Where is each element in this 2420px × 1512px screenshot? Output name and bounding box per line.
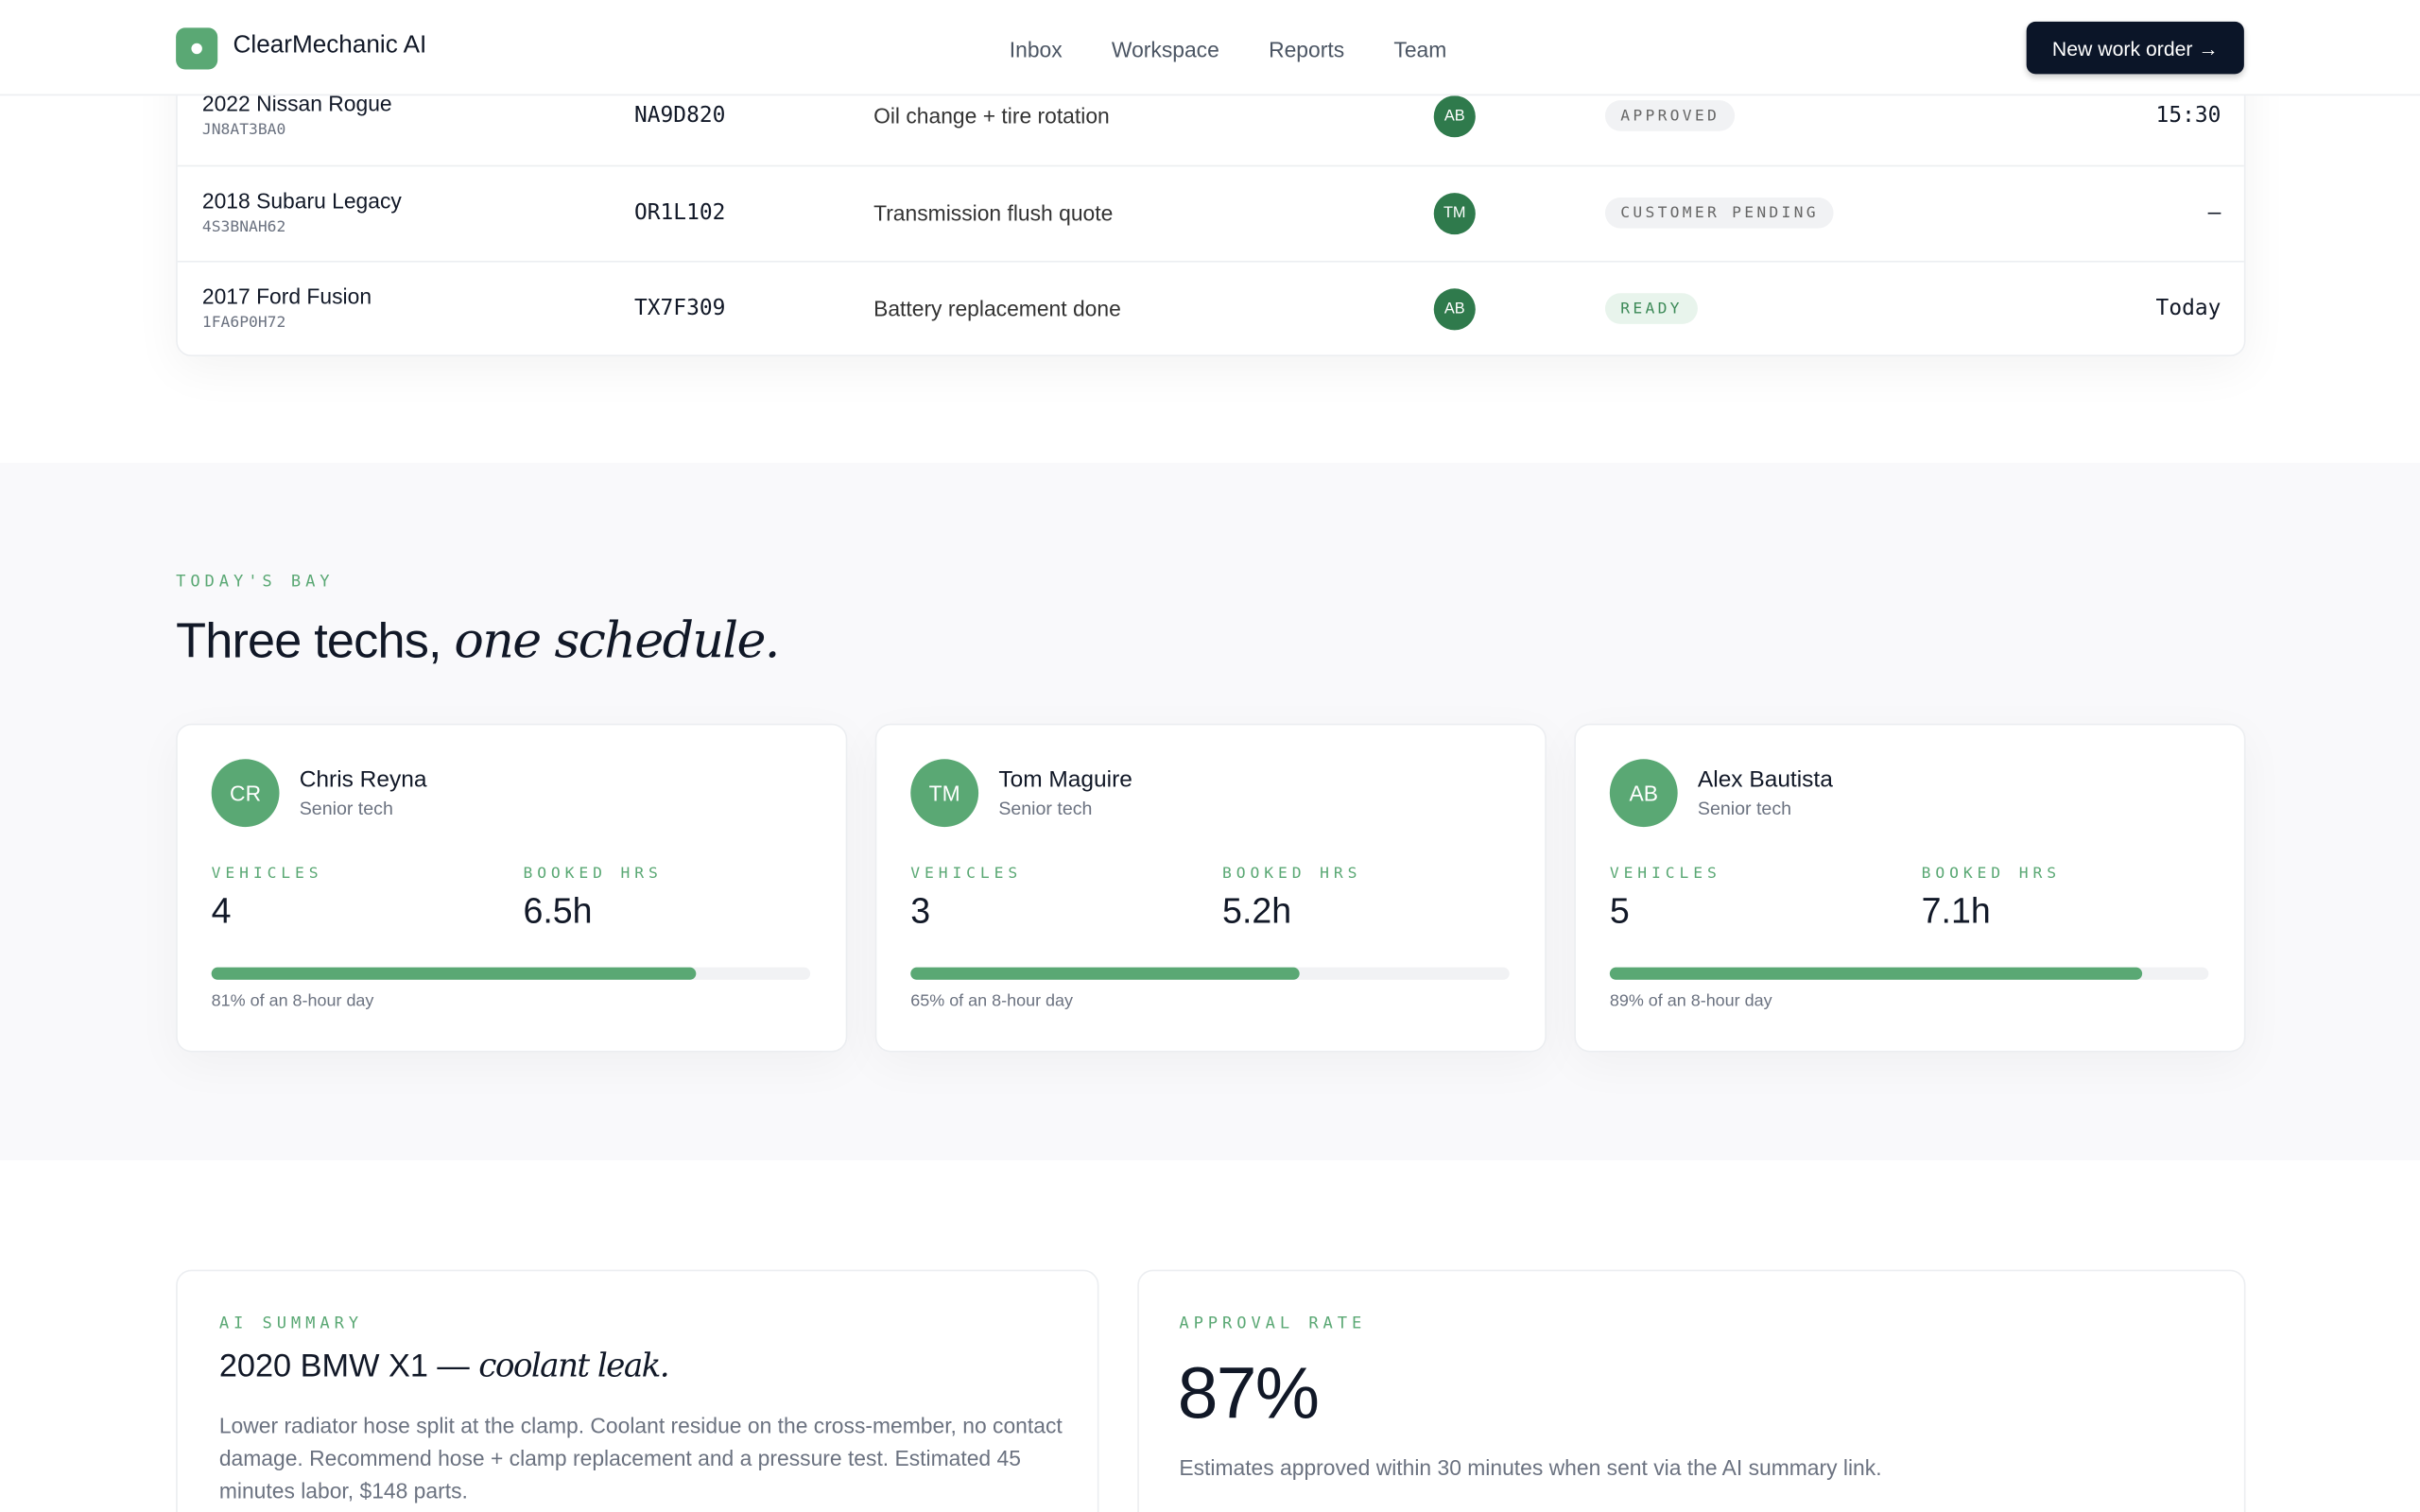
- nav-link[interactable]: Workspace: [1111, 37, 1219, 62]
- header: ClearMechanic AI Inbox Workspace Reports…: [0, 0, 2420, 96]
- tech-name: Alex Bautista: [1697, 766, 1833, 794]
- approval-description: Estimates approved within 30 minutes whe…: [1179, 1454, 1882, 1480]
- summary-body: Lower radiator hose split at the clamp. …: [218, 1413, 1063, 1503]
- tech-avatar: AB: [1433, 288, 1476, 331]
- vin: 1FA6P0H72: [201, 315, 286, 333]
- status-pill: APPROVED: [1604, 100, 1736, 131]
- progress-track: [910, 967, 1510, 980]
- vin: JN8AT3BA0: [201, 121, 286, 139]
- tech-avatar: TM: [910, 759, 979, 828]
- utilization-note: 89% of an 8-hour day: [1609, 991, 1772, 1011]
- stat-value: 5: [1609, 890, 1630, 931]
- tech-name: Chris Reyna: [299, 766, 427, 794]
- eyebrow: APPROVAL RATE: [1179, 1314, 1367, 1333]
- title-text: Three techs,: [176, 612, 441, 668]
- job: Oil change + tire rotation: [873, 103, 1110, 129]
- progress-fill: [1609, 967, 2143, 980]
- job: Transmission flush quote: [873, 200, 1114, 226]
- plate: OR1L102: [634, 200, 726, 226]
- tech-role: Senior tech: [998, 798, 1093, 819]
- progress-track: [211, 967, 811, 980]
- time: 15:30: [2155, 103, 2221, 129]
- stat-label: BOOKED HRS: [1222, 865, 1362, 883]
- cta-button[interactable]: New work order →: [2026, 21, 2244, 75]
- tech-card: AB Alex Bautista Senior tech VEHICLES 5 BOOKE…: [1574, 723, 2246, 1053]
- tech-avatar: TM: [1433, 193, 1476, 235]
- tech-role: Senior tech: [1697, 798, 1792, 819]
- stat-value: 3: [910, 890, 931, 931]
- table-row: 2017 Ford Fusion 1FA6P0H72 TX7F309 Battery …: [177, 260, 2244, 358]
- eyebrow: AI SUMMARY: [218, 1314, 364, 1333]
- vehicle: 2018 Subaru Legacy: [201, 188, 402, 214]
- approval-card: APPROVAL RATE 87% Estimates approved wit…: [1137, 1269, 2246, 1512]
- section-title: Three techs, one schedule.: [176, 610, 780, 670]
- brand: ClearMechanic AI: [233, 32, 427, 60]
- time: Today: [2155, 296, 2221, 321]
- tech-name: Tom Maguire: [998, 766, 1132, 794]
- approval-value: 87%: [1177, 1351, 1320, 1434]
- nav-link[interactable]: Reports: [1269, 37, 1345, 62]
- tech-avatar: CR: [211, 759, 280, 828]
- plate: TX7F309: [634, 296, 726, 321]
- tech-avatar: AB: [1433, 95, 1476, 138]
- stat-label: VEHICLES: [910, 865, 1023, 883]
- tech-card: TM Tom Maguire Senior tech VEHICLES 3 BOOKED …: [874, 723, 1547, 1053]
- stat-value: 5.2h: [1222, 890, 1292, 931]
- stat-value: 7.1h: [1921, 890, 1991, 931]
- time: —: [2207, 200, 2221, 226]
- status-pill: READY: [1604, 293, 1699, 324]
- stat-label: BOOKED HRS: [523, 865, 663, 883]
- stat-label: VEHICLES: [211, 865, 323, 883]
- tech-avatar: AB: [1609, 759, 1678, 828]
- vehicle: 2017 Ford Fusion: [201, 284, 372, 309]
- stat-label: BOOKED HRS: [1921, 865, 2061, 883]
- nav: Inbox Workspace Reports Team: [1010, 37, 1447, 61]
- vin: 4S3BNAH62: [201, 218, 286, 236]
- stat-value: 4: [211, 890, 232, 931]
- tech-role: Senior tech: [299, 798, 393, 819]
- table-row: 2018 Subaru Legacy 4S3BNAH62 OR1L102 Transm…: [177, 164, 2244, 263]
- utilization-note: 65% of an 8-hour day: [910, 991, 1073, 1011]
- job: Battery replacement done: [873, 296, 1121, 321]
- summary-card: AI SUMMARY 2020 BMW X1 — coolant leak. L…: [176, 1269, 1099, 1512]
- title-em: coolant leak.: [478, 1347, 669, 1384]
- status-pill: CUSTOMER PENDING: [1604, 197, 1835, 229]
- utilization-note: 81% of an 8-hour day: [211, 991, 374, 1011]
- nav-link[interactable]: Inbox: [1009, 37, 1063, 62]
- plate: NA9D820: [634, 103, 726, 129]
- title-text: 2020 BMW X1 —: [218, 1348, 470, 1384]
- nav-link[interactable]: Team: [1393, 37, 1447, 62]
- progress-track: [1609, 967, 2209, 980]
- logo: [176, 27, 218, 70]
- tech-card: CR Chris Reyna Senior tech VEHICLES 4 BOOKED …: [176, 723, 848, 1053]
- progress-fill: [211, 967, 697, 980]
- progress-fill: [910, 967, 1300, 980]
- eyebrow: TODAY'S BAY: [176, 572, 335, 592]
- title-em: one schedule.: [454, 610, 780, 670]
- summary-title: 2020 BMW X1 — coolant leak.: [218, 1347, 670, 1385]
- stat-label: VEHICLES: [1609, 865, 1721, 883]
- stat-value: 6.5h: [523, 890, 593, 931]
